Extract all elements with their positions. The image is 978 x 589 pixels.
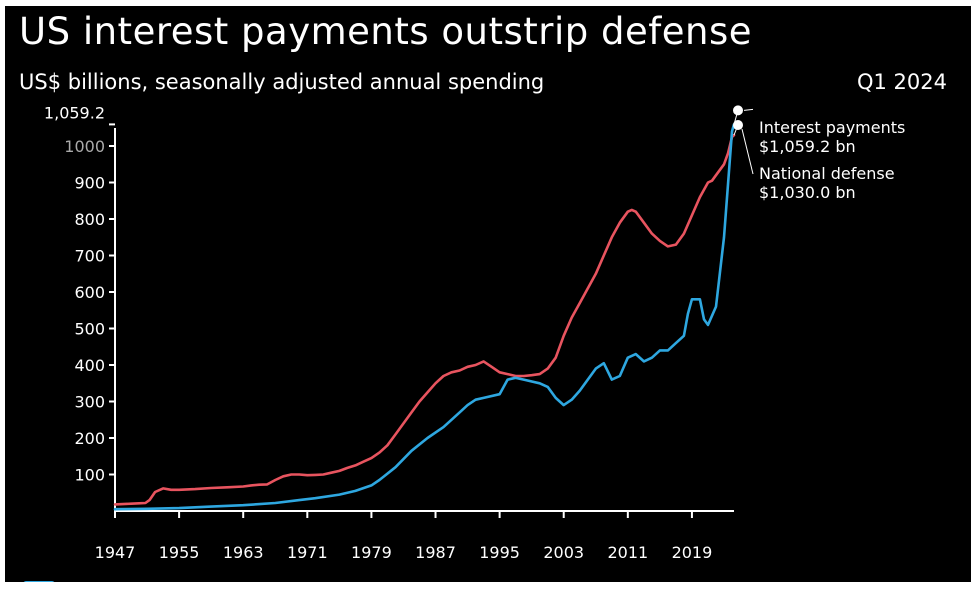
defense-endpoint-marker	[733, 120, 743, 131]
defense-annotation-value: $1,030.0 bn	[759, 183, 856, 202]
x-tick-label: 1987	[415, 543, 456, 562]
y-tick-label: 500	[74, 320, 105, 339]
y-tick-label: 1000	[64, 137, 105, 156]
x-tick-label: 2003	[543, 543, 584, 562]
x-tick-label: 1995	[479, 543, 520, 562]
interest-annotation-label: Interest payments	[759, 118, 905, 137]
x-tick-label: 1947	[95, 543, 136, 562]
series-layer	[113, 123, 736, 511]
interest-label-connector	[743, 108, 754, 111]
y-tick-label: 400	[74, 356, 105, 375]
chart-subtitle: US$ billions, seasonally adjusted annual…	[19, 70, 545, 94]
chart-panel: US interest payments outstrip defense US…	[5, 6, 971, 582]
y-axis: 100 200 300 400 500 600 700 800 900 1000 1,059.2	[44, 103, 116, 511]
x-tick-label: 2019	[672, 543, 713, 562]
interest-endpoint-marker	[733, 105, 743, 116]
x-tick-label: 1955	[159, 543, 200, 562]
series-line-defense	[113, 133, 736, 506]
x-tick-label: 1979	[351, 543, 392, 562]
y-tick-label: 700	[74, 247, 105, 266]
x-tick-label: 1971	[287, 543, 328, 562]
y-tick-label: 900	[74, 174, 105, 193]
x-axis: 1947 1955 1963 1971 1979 1987 1995 2003 2011 2019	[95, 510, 734, 562]
x-tick-label: 2011	[607, 543, 648, 562]
interest-annotation-value: $1,059.2 bn	[759, 137, 856, 156]
series-line-interest	[113, 123, 736, 511]
defense-annotation-label: National defense	[759, 164, 895, 183]
y-tick-label: 800	[74, 210, 105, 229]
x-tick-label: 1963	[223, 543, 264, 562]
annotation-layer: Interest payments $1,059.2 bn National d…	[733, 105, 905, 202]
chart-title: US interest payments outstrip defense	[19, 10, 753, 53]
legend-swatch-interest	[23, 581, 55, 582]
defense-label-connector	[741, 128, 754, 175]
y-tick-label: 1,059.2	[44, 103, 105, 122]
period-label: Q1 2024	[856, 70, 947, 94]
y-tick-label: 100	[74, 466, 105, 485]
y-tick-label: 300	[74, 393, 105, 412]
y-tick-label: 200	[74, 429, 105, 448]
y-tick-label: 600	[74, 283, 105, 302]
line-chart: 100 200 300 400 500 600 700 800 900 1000 1,059.2 1…	[44, 103, 905, 562]
